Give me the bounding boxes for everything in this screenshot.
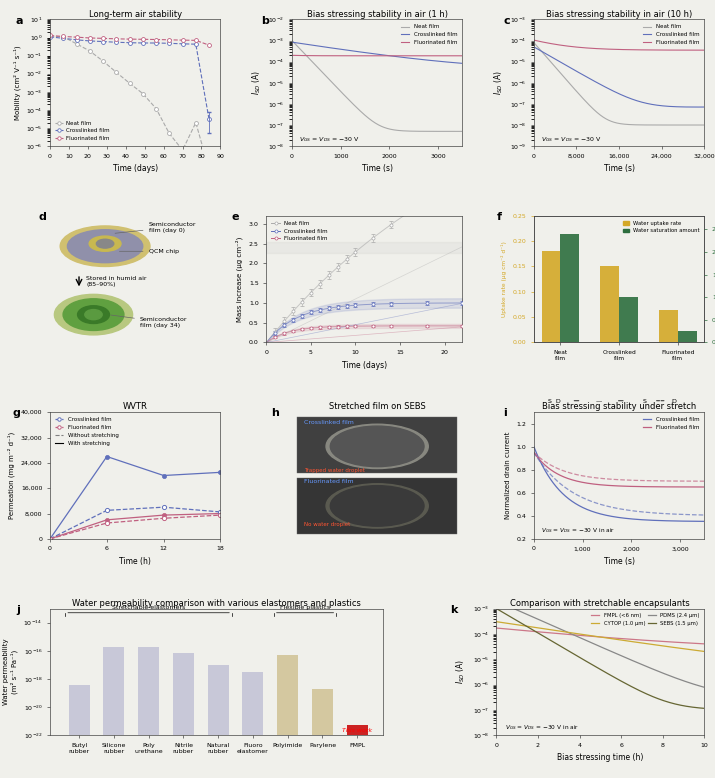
Text: Flexible plastics: Flexible plastics <box>280 605 330 610</box>
X-axis label: Time (s): Time (s) <box>362 164 393 173</box>
Title: Comparison with stretchable encapsulants: Comparison with stretchable encapsulants <box>511 599 690 608</box>
Ellipse shape <box>89 236 121 251</box>
Ellipse shape <box>97 240 114 248</box>
Y-axis label: Permeation (mg m⁻² d⁻¹): Permeation (mg m⁻² d⁻¹) <box>8 432 15 519</box>
Bar <box>619 297 638 342</box>
Bar <box>347 725 368 778</box>
Title: Long-term air stability: Long-term air stability <box>89 9 182 19</box>
Text: b: b <box>261 16 269 26</box>
FancyBboxPatch shape <box>297 478 457 534</box>
Ellipse shape <box>326 484 428 528</box>
Y-axis label: $I_{SD}$ (A): $I_{SD}$ (A) <box>250 70 262 95</box>
Bar <box>208 665 229 778</box>
Bar <box>104 647 124 778</box>
Text: QCM chip: QCM chip <box>119 249 179 254</box>
X-axis label: Bias stressing time (h): Bias stressing time (h) <box>557 753 644 762</box>
Text: S: S <box>643 399 646 405</box>
Text: i: i <box>503 408 507 419</box>
Bar <box>138 647 159 778</box>
Legend: Neat film, Crosslinked film, Fluorinated film: Neat film, Crosslinked film, Fluorinated… <box>399 23 460 47</box>
Ellipse shape <box>77 306 109 324</box>
Text: g: g <box>13 408 21 419</box>
Text: $V_{GS}$ = $V_{DS}$ = −30 V: $V_{GS}$ = $V_{DS}$ = −30 V <box>541 135 602 144</box>
Ellipse shape <box>63 299 124 331</box>
Ellipse shape <box>85 310 102 320</box>
Title: Bias stressing stability in air (1 h): Bias stressing stability in air (1 h) <box>307 9 448 19</box>
Text: Stored in humid air
(85–90%): Stored in humid air (85–90%) <box>87 276 147 287</box>
Bar <box>542 251 561 342</box>
X-axis label: Time (s): Time (s) <box>603 557 635 566</box>
Text: $V_{GS}$ = $V_{DS}$ = −30 V in air: $V_{GS}$ = $V_{DS}$ = −30 V in air <box>505 723 579 732</box>
Y-axis label: Normalized drain current: Normalized drain current <box>505 432 511 519</box>
Bar <box>69 685 89 778</box>
Text: D: D <box>671 399 676 405</box>
Y-axis label: Uptake rate (μg cm⁻² d⁻¹): Uptake rate (μg cm⁻² d⁻¹) <box>501 241 507 317</box>
Y-axis label: $I_{SD}$ (A): $I_{SD}$ (A) <box>492 70 505 95</box>
Text: —: — <box>596 399 602 405</box>
Ellipse shape <box>60 226 150 267</box>
Text: f: f <box>496 212 501 222</box>
Legend: Crosslinked film, Fluorinated film, Without stretching, With stretching: Crosslinked film, Fluorinated film, With… <box>53 415 121 447</box>
X-axis label: Time (h): Time (h) <box>119 557 151 566</box>
Text: a: a <box>16 16 24 26</box>
Y-axis label: Mass increase (μg cm⁻²): Mass increase (μg cm⁻²) <box>236 237 243 322</box>
Text: Crosslinked film: Crosslinked film <box>304 420 354 425</box>
Text: Fluorinated film: Fluorinated film <box>304 479 353 485</box>
Bar <box>267 241 463 254</box>
Ellipse shape <box>54 294 132 335</box>
Bar <box>277 655 298 778</box>
Text: $V_{GS}$ = $V_{DS}$ = −30 V in air: $V_{GS}$ = $V_{DS}$ = −30 V in air <box>541 527 615 535</box>
Y-axis label: $I_{SD}$ (A): $I_{SD}$ (A) <box>455 660 467 685</box>
FancyBboxPatch shape <box>297 417 457 473</box>
Bar <box>312 689 333 778</box>
Bar <box>242 672 263 778</box>
Bar <box>659 310 678 342</box>
Title: Bias stressing stability in air (10 h): Bias stressing stability in air (10 h) <box>546 9 692 19</box>
X-axis label: Time (days): Time (days) <box>342 361 387 370</box>
Y-axis label: Mobility (cm² V⁻¹ s⁻¹): Mobility (cm² V⁻¹ s⁻¹) <box>13 45 21 120</box>
Bar <box>173 653 194 778</box>
X-axis label: Time (days): Time (days) <box>113 164 158 173</box>
Text: Stretchable elastomers: Stretchable elastomers <box>112 605 185 610</box>
X-axis label: Time (s): Time (s) <box>603 164 635 173</box>
Text: S  D: S D <box>548 399 561 405</box>
Title: Stretched film on SEBS: Stretched film on SEBS <box>329 402 425 412</box>
Text: h: h <box>272 408 280 419</box>
Text: $V_{GS}$ = $V_{DS}$ = −30 V: $V_{GS}$ = $V_{DS}$ = −30 V <box>299 135 360 144</box>
Ellipse shape <box>330 485 424 526</box>
Text: Trapped water droplet: Trapped water droplet <box>304 468 365 473</box>
Text: Semiconductor
film (day 0): Semiconductor film (day 0) <box>115 222 196 233</box>
Text: This work: This work <box>342 727 373 733</box>
Legend: Neat film, Crosslinked film, Fluorinated film: Neat film, Crosslinked film, Fluorinated… <box>641 23 701 47</box>
Bar <box>601 267 619 342</box>
Text: Semiconductor
film (day 34): Semiconductor film (day 34) <box>111 315 187 328</box>
Legend: Neat film, Crosslinked film, Fluorinated film: Neat film, Crosslinked film, Fluorinated… <box>270 219 330 244</box>
Text: k: k <box>450 605 458 615</box>
Title: Water permeability comparison with various elastomers and plastics: Water permeability comparison with vario… <box>72 599 361 608</box>
Text: c: c <box>503 16 510 26</box>
Legend: Water uptake rate, Water saturation amount: Water uptake rate, Water saturation amou… <box>621 219 701 235</box>
Text: d: d <box>39 212 46 222</box>
Legend: FMPL (<6 nm), CYTOP (1.0 μm), PDMS (2.4 μm), SEBS (1.5 μm): FMPL (<6 nm), CYTOP (1.0 μm), PDMS (2.4 … <box>589 612 701 628</box>
Title: WVTR: WVTR <box>123 402 148 412</box>
Y-axis label: Water permeability
(m² s⁻¹ Pa⁻¹): Water permeability (m² s⁻¹ Pa⁻¹) <box>3 639 18 705</box>
Legend: Crosslinked film, Fluorinated film: Crosslinked film, Fluorinated film <box>641 415 701 432</box>
Title: Bias stressing stability under stretch: Bias stressing stability under stretch <box>542 402 696 412</box>
Bar <box>561 234 579 342</box>
Ellipse shape <box>330 426 424 467</box>
Text: No water droplet: No water droplet <box>304 523 350 527</box>
Legend: Neat film, Crosslinked film, Fluorinated film: Neat film, Crosslinked film, Fluorinated… <box>53 118 112 143</box>
Ellipse shape <box>326 424 428 468</box>
Ellipse shape <box>67 230 143 263</box>
Bar <box>678 331 696 342</box>
Text: j: j <box>16 605 21 615</box>
Text: e: e <box>231 212 239 222</box>
